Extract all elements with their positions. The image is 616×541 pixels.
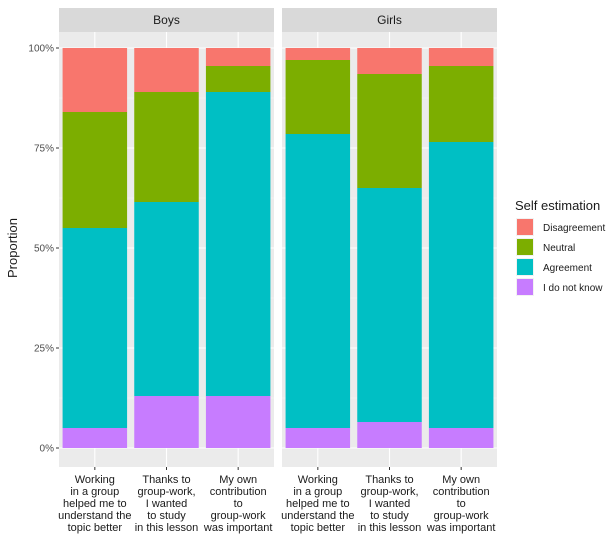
x-tick-label: Thanks to group-work, I wanted to study in t… [358, 474, 422, 534]
bar-segment-disagreement [357, 48, 422, 74]
bar-segment-neutral [428, 66, 494, 142]
legend-swatch-neutral [517, 239, 533, 255]
bar-segment-dontknow [134, 396, 199, 448]
bar-segment-dontknow [357, 422, 422, 448]
bar-segment-dontknow [428, 428, 494, 448]
bar-segment-neutral [134, 92, 199, 202]
bar-segment-disagreement [428, 48, 494, 66]
x-tick-label: Working in a group helped me to understand … [281, 474, 354, 534]
legend-swatch-agreement [517, 259, 533, 275]
legend-title: Self estimation [515, 198, 600, 213]
bar-segment-disagreement [285, 48, 351, 60]
y-tick-label: 100% [28, 44, 54, 55]
bar-segment-neutral [357, 74, 422, 188]
bar-segment-agreement [285, 134, 351, 428]
bar-segment-disagreement [134, 48, 199, 92]
legend-label-disagreement: Disagreement [543, 223, 605, 234]
bar-segment-dontknow [62, 428, 128, 448]
facet-strip [282, 8, 497, 32]
y-tick-label: 75% [34, 144, 54, 155]
facet-panels: Boys Working in a group helped me to underst… [58, 8, 497, 534]
y-tick-label: 0% [40, 444, 55, 455]
bar-segment-neutral [62, 112, 128, 228]
x-tick-label: My own contribution to group-work was import… [203, 474, 272, 534]
y-axis: 0% 25% 50% 75% 100% [28, 44, 59, 455]
panel-girls: Girls Working in a group helped me to unders… [281, 8, 497, 534]
bar-segment-agreement [134, 202, 199, 396]
bar-segment-disagreement [62, 48, 128, 112]
facet-strip [59, 8, 274, 32]
bar-segment-agreement [428, 142, 494, 428]
bar-segment-dontknow [205, 396, 271, 448]
facet-strip-label: Girls [377, 13, 402, 27]
legend-label-neutral: Neutral [543, 243, 575, 254]
legend: Self estimation Disagreement Neutral Agreem… [515, 198, 605, 296]
x-tick-label: Working in a group helped me to understand … [58, 474, 131, 534]
y-tick-label: 50% [34, 244, 54, 255]
x-tick-label: My own contribution to group-work was import… [426, 474, 495, 534]
bar-segment-agreement [205, 92, 271, 396]
bar-segment-dontknow [285, 428, 351, 448]
x-tick-label: Thanks to group-work, I wanted to study in t… [135, 474, 199, 534]
legend-label-dontknow: I do not know [543, 283, 603, 294]
bar-segment-agreement [62, 228, 128, 428]
legend-swatch-disagreement [517, 219, 533, 235]
panel-boys: Boys Working in a group helped me to underst… [58, 8, 274, 534]
legend-swatch-dontknow [517, 279, 533, 295]
bar-segment-agreement [357, 188, 422, 422]
bar-segment-neutral [285, 60, 351, 134]
y-axis-title: Proportion [5, 218, 20, 278]
y-tick-label: 25% [34, 344, 54, 355]
bar-segment-disagreement [205, 48, 271, 66]
bar-segment-neutral [205, 66, 271, 92]
facet-strip-label: Boys [153, 13, 180, 27]
legend-label-agreement: Agreement [543, 263, 592, 274]
